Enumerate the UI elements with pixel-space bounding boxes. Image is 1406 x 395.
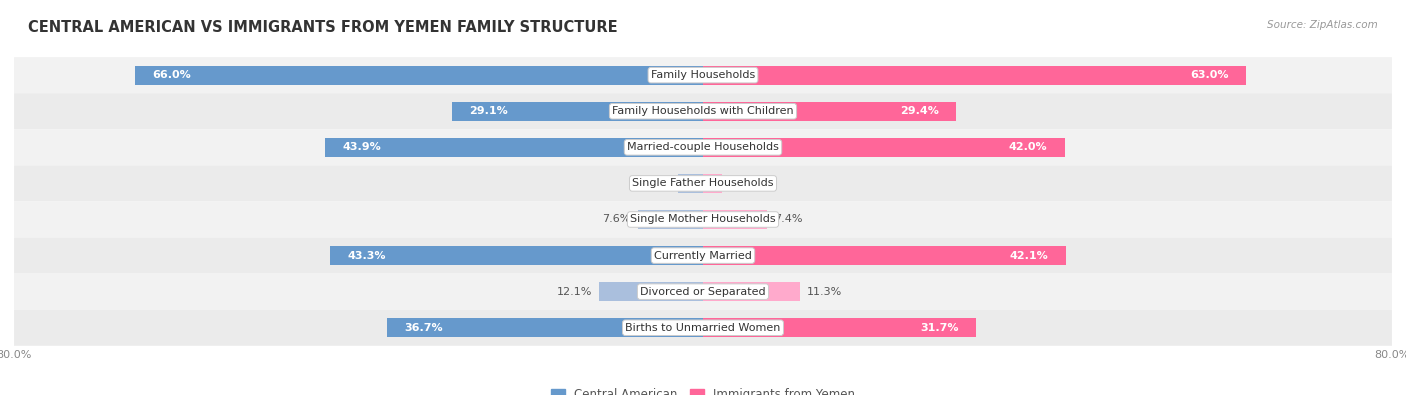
Text: Family Households with Children: Family Households with Children: [612, 106, 794, 116]
Text: Single Father Households: Single Father Households: [633, 179, 773, 188]
Text: Divorced or Separated: Divorced or Separated: [640, 287, 766, 297]
Bar: [330, 246, 703, 265]
Bar: [325, 138, 703, 157]
Bar: [135, 66, 703, 85]
Text: Family Households: Family Households: [651, 70, 755, 80]
Text: 42.1%: 42.1%: [1010, 250, 1049, 261]
Text: 11.3%: 11.3%: [807, 287, 842, 297]
Text: 42.0%: 42.0%: [1010, 142, 1047, 152]
Bar: [703, 174, 721, 193]
FancyBboxPatch shape: [14, 129, 1392, 166]
FancyBboxPatch shape: [14, 93, 1392, 129]
Bar: [387, 318, 703, 337]
Text: 43.3%: 43.3%: [347, 250, 385, 261]
Legend: Central American, Immigrants from Yemen: Central American, Immigrants from Yemen: [546, 384, 860, 395]
Bar: [637, 210, 703, 229]
Bar: [703, 210, 766, 229]
Text: 29.1%: 29.1%: [470, 106, 509, 116]
Text: 12.1%: 12.1%: [557, 287, 592, 297]
Text: 2.2%: 2.2%: [728, 179, 758, 188]
FancyBboxPatch shape: [14, 310, 1392, 346]
Text: 2.9%: 2.9%: [643, 179, 671, 188]
Bar: [678, 174, 703, 193]
Text: 7.4%: 7.4%: [773, 214, 801, 224]
Text: Currently Married: Currently Married: [654, 250, 752, 261]
Bar: [703, 102, 956, 120]
Text: Births to Unmarried Women: Births to Unmarried Women: [626, 323, 780, 333]
FancyBboxPatch shape: [14, 57, 1392, 93]
Text: 63.0%: 63.0%: [1189, 70, 1229, 80]
Text: Source: ZipAtlas.com: Source: ZipAtlas.com: [1267, 20, 1378, 30]
Bar: [703, 66, 1246, 85]
Text: 36.7%: 36.7%: [404, 323, 443, 333]
Text: 66.0%: 66.0%: [152, 70, 191, 80]
FancyBboxPatch shape: [14, 274, 1392, 310]
Text: 7.6%: 7.6%: [602, 214, 631, 224]
Text: CENTRAL AMERICAN VS IMMIGRANTS FROM YEMEN FAMILY STRUCTURE: CENTRAL AMERICAN VS IMMIGRANTS FROM YEME…: [28, 20, 617, 35]
Bar: [453, 102, 703, 120]
FancyBboxPatch shape: [14, 201, 1392, 237]
Bar: [599, 282, 703, 301]
FancyBboxPatch shape: [14, 237, 1392, 274]
Text: 31.7%: 31.7%: [921, 323, 959, 333]
Bar: [703, 138, 1064, 157]
Text: 29.4%: 29.4%: [900, 106, 939, 116]
Bar: [703, 246, 1066, 265]
FancyBboxPatch shape: [14, 166, 1392, 201]
Bar: [703, 318, 976, 337]
Bar: [703, 282, 800, 301]
Text: 43.9%: 43.9%: [342, 142, 381, 152]
Text: Married-couple Households: Married-couple Households: [627, 142, 779, 152]
Text: Single Mother Households: Single Mother Households: [630, 214, 776, 224]
